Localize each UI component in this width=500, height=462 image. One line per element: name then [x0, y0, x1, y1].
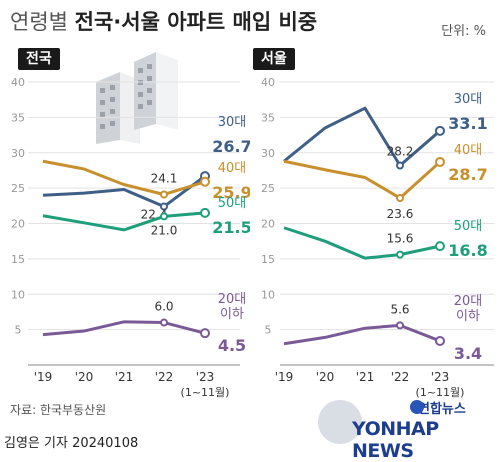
- x-tick-label: '22: [155, 370, 174, 384]
- series-name-label: 50대: [454, 219, 483, 234]
- logo-en-text: YONHAP NEWS: [352, 418, 439, 462]
- data-label: 23.6: [387, 207, 414, 221]
- x-tick-label: '22: [391, 370, 410, 384]
- series-name-label: 30대: [218, 115, 247, 130]
- yonhap-logo: 연합뉴스 YONHAP NEWS: [318, 396, 494, 462]
- series-point-0: [435, 125, 445, 136]
- y-tick-label: 5: [15, 324, 22, 337]
- series-point-3: [396, 321, 404, 330]
- series-line-3: [42, 320, 206, 337]
- series-point-1: [435, 156, 445, 167]
- y-tick-label: 30: [261, 147, 275, 160]
- unit-label: 단위: %: [441, 24, 486, 39]
- y-tick-label: 25: [261, 182, 275, 195]
- x-tick-label: '19: [275, 370, 294, 384]
- series-end-value: 3.4: [454, 344, 482, 363]
- y-tick-label: 20: [11, 218, 25, 231]
- logo-kr-text: 연합뉴스: [418, 402, 466, 417]
- y-tick-label: 30: [11, 147, 25, 160]
- series-end-value: 21.5: [212, 218, 250, 237]
- series-line-3: [283, 323, 441, 346]
- series-name-label: 30대: [454, 92, 483, 107]
- y-tick-label: 40: [11, 76, 25, 89]
- chart-seoul: 5 10 15 20 25 30 35 40 '19 '20 '21 '22 '23 (1~11월) 28.…: [261, 76, 494, 399]
- logo-circle-icon: [318, 400, 362, 444]
- x-tick-label: '23: [431, 370, 450, 384]
- y-tick-label: 20: [261, 218, 275, 231]
- title-prefix: 연령별: [10, 10, 68, 34]
- series-point-0: [160, 202, 168, 211]
- series-end-value: 25.9: [212, 183, 250, 202]
- x-tick-label: '23: [196, 370, 215, 384]
- series-point-2: [435, 241, 445, 252]
- series-name-label: 40대: [218, 161, 247, 176]
- series-name-label: 20대: [454, 294, 483, 309]
- x-tick-label: '20: [316, 370, 335, 384]
- series-point-1: [396, 194, 404, 203]
- series-line-1: [42, 159, 206, 196]
- series-line-2: [283, 226, 441, 260]
- logo-mark-icon: [410, 400, 424, 414]
- series-point-2: [396, 250, 404, 259]
- panel-badge-seoul: 서울: [253, 48, 295, 70]
- series-line-0: [283, 106, 441, 167]
- y-tick-label: 15: [11, 253, 25, 266]
- title-main: 전국·서울 아파트 매입 비중: [74, 10, 318, 34]
- source-note: 자료: 한국부동산원: [10, 403, 107, 417]
- data-label: 15.6: [387, 232, 414, 246]
- x-sub-label: (1~11월): [416, 386, 465, 399]
- series-point-1: [160, 190, 168, 199]
- data-label: 5.6: [390, 302, 409, 316]
- data-label: 28.2: [387, 144, 414, 158]
- chart-national: 510152025303540'19'20'21'22'23(1~11월)22.…: [11, 76, 250, 399]
- series-name-label: 이하: [456, 309, 480, 324]
- y-tick-label: 15: [261, 253, 275, 266]
- data-label: 24.1: [151, 171, 178, 185]
- series-point-1: [200, 176, 210, 187]
- series-name-label: 20대: [218, 292, 247, 307]
- y-tick-label: 35: [11, 111, 25, 124]
- series-point-2: [160, 212, 168, 221]
- x-tick-label: '21: [115, 370, 134, 384]
- series-point-3: [200, 328, 210, 339]
- x-sub-label: (1~11월): [181, 386, 230, 399]
- series-point-2: [200, 207, 210, 218]
- x-tick-label: '19: [34, 370, 53, 384]
- author-name: 김영은 기자: [4, 436, 68, 451]
- series-end-value: 4.5: [218, 336, 246, 355]
- series-end-value: 16.8: [448, 241, 487, 260]
- series-name-label: 이하: [220, 307, 244, 322]
- y-tick-label: 10: [11, 288, 25, 301]
- x-tick-label: '20: [75, 370, 94, 384]
- panel-badge-national: 전국: [18, 48, 60, 70]
- chart-title: 연령별 전국·서울 아파트 매입 비중: [10, 6, 317, 36]
- y-tick-label: 5: [265, 324, 272, 337]
- series-line-0: [42, 174, 206, 209]
- series-end-value: 33.1: [448, 114, 487, 133]
- y-tick-label: 35: [261, 111, 275, 124]
- series-point-3: [160, 318, 168, 327]
- series-end-value: 26.7: [212, 137, 250, 156]
- data-label: 6.0: [154, 300, 173, 314]
- data-label: 21.0: [151, 223, 178, 237]
- date-stamp: 20240108: [72, 436, 139, 451]
- y-tick-label: 25: [11, 182, 25, 195]
- byline: 김영은 기자 20240108: [4, 432, 138, 451]
- y-tick-label: 40: [261, 76, 275, 89]
- series-name-label: 50대: [218, 196, 247, 211]
- series-point-3: [435, 335, 445, 346]
- series-line-1: [283, 159, 442, 200]
- series-name-label: 40대: [454, 143, 483, 158]
- x-tick-label: '21: [356, 370, 375, 384]
- series-line-2: [42, 211, 206, 232]
- series-point-0: [396, 161, 404, 170]
- series-end-value: 28.7: [448, 165, 487, 184]
- y-tick-label: 10: [261, 288, 275, 301]
